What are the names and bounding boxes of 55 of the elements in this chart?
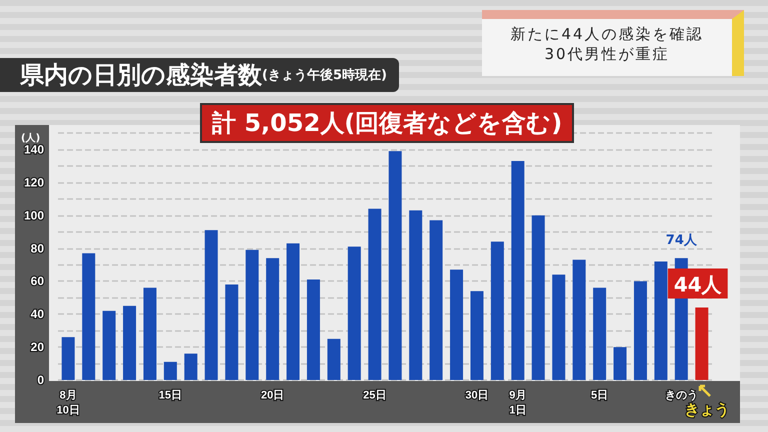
y-tick-label: 100 [24, 208, 44, 222]
bar [593, 288, 606, 380]
x-tick-label: 9月 1日 [509, 390, 526, 416]
bar [348, 246, 361, 380]
bar [164, 362, 177, 380]
x-tick-label: 15日 [158, 390, 182, 402]
bar [327, 338, 340, 380]
bar [695, 308, 708, 380]
bar [225, 284, 238, 380]
chart-title: 県内の日別の感染者数 [20, 60, 262, 91]
y-tick-label: 40 [30, 307, 44, 322]
bar [511, 160, 524, 380]
x-tick-label: 20日 [260, 390, 284, 402]
bar [409, 210, 422, 380]
bar [184, 354, 198, 380]
y-tick-label: 60 [30, 274, 44, 288]
bar [490, 242, 504, 380]
bar [82, 253, 96, 380]
bar [450, 270, 464, 380]
x-tick-label: 30日 [465, 390, 489, 402]
bar [286, 243, 300, 380]
bar [123, 306, 136, 380]
bar [470, 291, 484, 380]
bar [552, 274, 566, 380]
bar [143, 288, 156, 380]
x-tick-label: 25日 [363, 390, 386, 402]
x-tick-label: 5日 [591, 390, 608, 402]
bar [306, 280, 320, 380]
bar [246, 250, 259, 380]
y-tick-label: 0 [37, 373, 44, 387]
y-axis-title: (人) [21, 132, 40, 145]
x-tick-label: 8月 10日 [56, 390, 80, 416]
bar [572, 260, 586, 380]
annotation: 計 5,052人(回復者などを含む) [200, 103, 574, 143]
y-tick-label: 140 [24, 142, 44, 156]
text: 新たに44人の感染を確認 30代男性が重症 [482, 10, 744, 76]
x-tick-label: きょう [684, 402, 730, 418]
bar [430, 220, 443, 380]
y-tick-label: 80 [30, 241, 44, 256]
bar [388, 151, 402, 380]
y-tick-label: 20 [30, 340, 44, 354]
bar [102, 310, 116, 380]
bar [266, 258, 280, 380]
bar [614, 347, 627, 380]
bar [654, 261, 668, 380]
chart-subtitle: (きょう午後5時現在) [262, 67, 387, 84]
bar [634, 281, 647, 380]
bar [368, 208, 382, 380]
data-label: 44人 [674, 272, 723, 297]
bar [62, 337, 75, 380]
bar [532, 215, 545, 380]
bar [204, 230, 218, 380]
x-tick-label: きのう [664, 390, 698, 402]
data-label: 74人 [666, 233, 698, 248]
y-tick-label: 120 [24, 175, 44, 190]
